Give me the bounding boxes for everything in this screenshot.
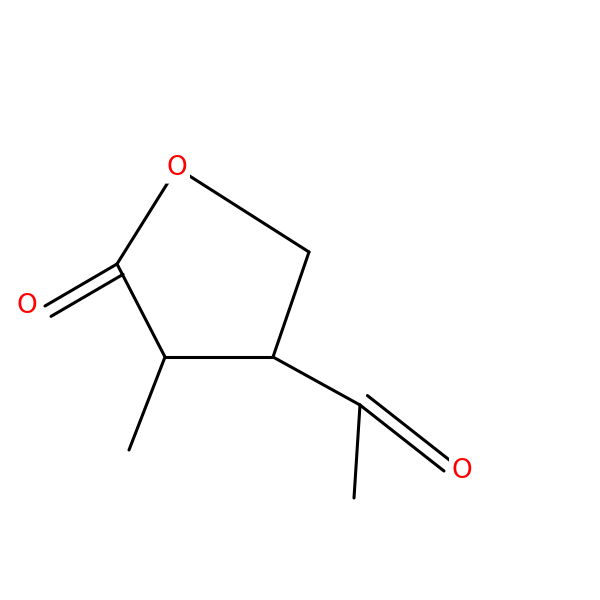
- Text: O: O: [167, 155, 187, 181]
- Text: O: O: [452, 458, 472, 484]
- Text: O: O: [17, 293, 37, 319]
